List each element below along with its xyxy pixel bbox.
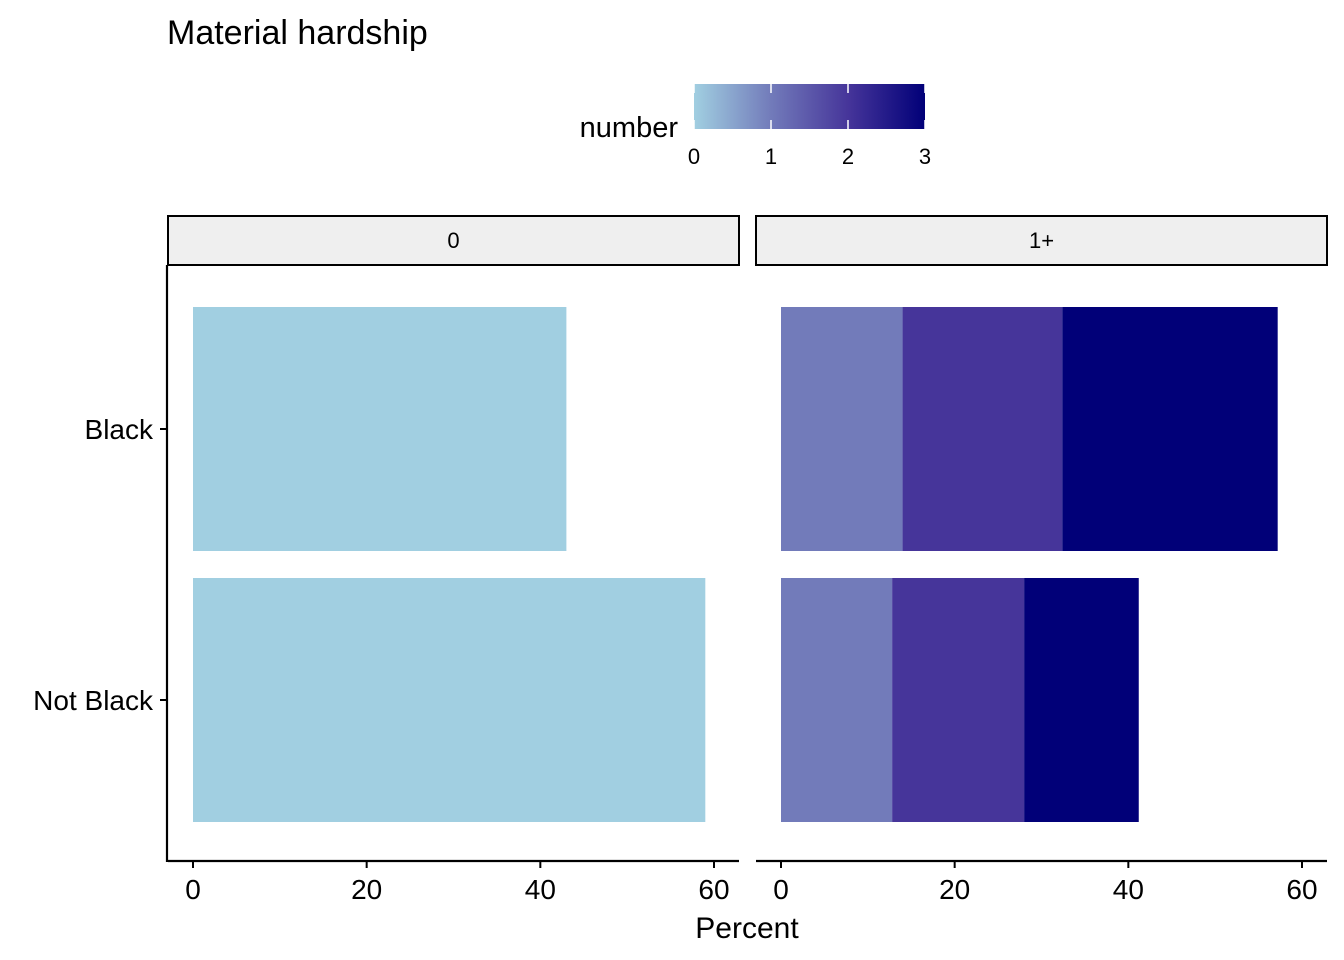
legend-tick-label: 2 xyxy=(842,144,854,169)
facet-strip-label: 1+ xyxy=(1029,228,1054,253)
legend-ticks: 0 1 2 3 xyxy=(688,84,931,169)
legend-tick-label: 0 xyxy=(688,144,700,169)
panels: 0 0 20 40 60 1+ 0 20 40 60 Black Not Black xyxy=(33,215,1328,905)
x-tick-label: 60 xyxy=(1286,874,1317,905)
legend-colorbar xyxy=(694,84,925,129)
legend-tick-label: 3 xyxy=(919,144,931,169)
facet-strip xyxy=(167,215,740,266)
bar-not-black-number-1 xyxy=(781,578,893,822)
facet-strip xyxy=(755,215,1328,266)
bar-black-number-3 xyxy=(1062,307,1278,551)
x-tick-label: 20 xyxy=(939,874,970,905)
bar-not-black-number-2 xyxy=(892,578,1025,822)
chart-title: Material hardship xyxy=(167,14,428,52)
x-tick-label: 20 xyxy=(351,874,382,905)
bar-black-number-2 xyxy=(902,307,1063,551)
legend: number 0 1 2 3 xyxy=(580,84,931,169)
y-tick-label-black: Black xyxy=(85,414,154,445)
x-tick-label: 0 xyxy=(773,874,789,905)
facet-panel-1: 1+ 0 20 40 60 xyxy=(755,215,1328,905)
facet-panel-0: 0 0 20 40 60 xyxy=(167,215,740,905)
x-axis-title: Percent xyxy=(695,912,799,945)
bar-not-black-number-0 xyxy=(193,578,706,822)
facet-strip-label: 0 xyxy=(447,228,459,253)
y-axis: Black Not Black xyxy=(33,265,169,862)
y-tick-label-not-black: Not Black xyxy=(33,685,154,716)
bar-black-number-0 xyxy=(193,307,567,551)
x-tick-label: 40 xyxy=(1113,874,1144,905)
legend-title: number xyxy=(580,112,679,144)
bar-black-number-1 xyxy=(781,307,903,551)
bar-not-black-number-3 xyxy=(1024,578,1139,822)
x-tick-label: 60 xyxy=(698,874,729,905)
x-tick-label: 0 xyxy=(185,874,201,905)
legend-tick-label: 1 xyxy=(765,144,777,169)
x-tick-label: 40 xyxy=(525,874,556,905)
